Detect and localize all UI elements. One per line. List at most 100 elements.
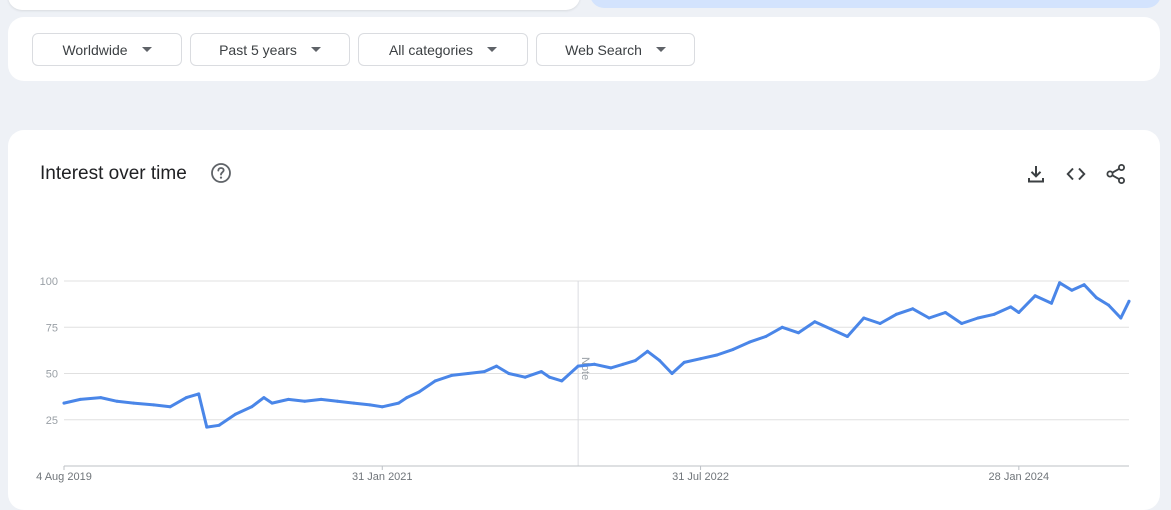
- chevron-down-icon: [310, 47, 321, 52]
- chevron-down-icon: [487, 47, 498, 52]
- x-tick-label: 31 Jan 2021: [352, 471, 413, 483]
- data-point: [233, 412, 237, 416]
- interest-over-time-card: Interest over time Note 25 50 75 100 4 Aug 2…: [8, 130, 1160, 510]
- data-point: [976, 316, 980, 320]
- data-point: [878, 322, 882, 325]
- filter-bar: Worldwide Past 5 years All categories We…: [8, 17, 1160, 81]
- data-point: [682, 360, 686, 364]
- data-point: [927, 316, 931, 320]
- data-point: [1070, 288, 1074, 292]
- data-point: [764, 335, 768, 338]
- data-point: [303, 399, 307, 403]
- data-point: [1058, 281, 1062, 285]
- y-tick-label: 75: [46, 322, 58, 334]
- filter-region-label: Worldwide: [62, 41, 128, 58]
- data-point: [699, 357, 703, 361]
- share-icon[interactable]: [1105, 163, 1127, 185]
- filter-region[interactable]: Worldwide: [32, 33, 182, 66]
- y-tick-label: 50: [46, 369, 58, 381]
- chevron-down-icon: [655, 47, 666, 52]
- data-point: [507, 372, 511, 375]
- data-point: [911, 307, 915, 311]
- data-point: [217, 423, 221, 427]
- data-point: [1033, 294, 1037, 298]
- data-point: [1119, 316, 1123, 320]
- data-point: [397, 401, 401, 405]
- data-point: [495, 364, 498, 368]
- data-point: [1107, 303, 1111, 307]
- data-point: [862, 316, 866, 320]
- data-point: [131, 401, 135, 405]
- download-icon[interactable]: [1025, 163, 1047, 185]
- filter-time-range-label: Past 5 years: [219, 41, 297, 58]
- data-point: [829, 327, 833, 331]
- filter-search-type-label: Web Search: [565, 41, 642, 58]
- data-point: [1009, 305, 1013, 309]
- data-point: [1050, 301, 1053, 305]
- data-point: [433, 379, 437, 383]
- search-bar-edge: [8, 0, 580, 10]
- filter-time-range[interactable]: Past 5 years: [190, 33, 350, 66]
- data-point: [560, 379, 564, 383]
- x-tick-label: 31 Jul 2022: [672, 471, 729, 483]
- chevron-down-icon: [141, 47, 152, 52]
- filter-category-label: All categories: [388, 41, 474, 58]
- data-point: [78, 397, 82, 401]
- help-circle-icon[interactable]: [210, 162, 232, 184]
- data-point: [1127, 299, 1131, 303]
- data-point: [797, 331, 800, 335]
- data-point: [319, 397, 323, 401]
- data-point: [405, 396, 409, 400]
- data-point: [992, 312, 996, 316]
- data-point: [670, 372, 674, 375]
- data-point: [960, 322, 964, 325]
- data-point: [748, 340, 751, 344]
- data-point: [1082, 283, 1086, 287]
- data-point: [894, 312, 898, 316]
- data-point: [548, 375, 552, 379]
- data-point: [523, 375, 527, 379]
- data-point: [466, 372, 470, 375]
- data-point: [576, 364, 580, 368]
- data-point: [286, 397, 290, 401]
- y-tick-label: 25: [46, 415, 58, 427]
- data-point: [450, 373, 454, 377]
- x-tick-label: 28 Jan 2024: [989, 471, 1050, 483]
- data-point: [197, 392, 201, 396]
- data-point: [780, 325, 784, 329]
- data-point: [539, 370, 543, 374]
- data-point: [621, 362, 625, 366]
- filter-search-type[interactable]: Web Search: [536, 33, 695, 66]
- interest-over-time-chart: Note 25 50 75 100 4 Aug 2019 31 Jan 2021 31 Ju…: [36, 276, 1131, 483]
- data-point: [152, 403, 156, 407]
- filter-category[interactable]: All categories: [358, 33, 528, 66]
- compare-bar-edge: [590, 0, 1161, 8]
- data-point: [845, 335, 849, 338]
- data-point: [593, 362, 596, 366]
- data-point: [250, 405, 254, 409]
- data-point: [352, 401, 356, 405]
- embed-code-icon[interactable]: [1065, 163, 1087, 185]
- data-point: [609, 366, 613, 370]
- card-title: Interest over time: [40, 163, 187, 184]
- y-tick-label: 100: [40, 276, 58, 288]
- data-point: [99, 396, 103, 400]
- data-point: [1094, 296, 1098, 300]
- data-point: [168, 405, 172, 409]
- data-point: [62, 401, 66, 405]
- series-line: [62, 281, 1131, 429]
- data-point: [633, 359, 637, 363]
- data-point: [417, 390, 421, 394]
- data-point: [184, 396, 188, 400]
- note-marker-label[interactable]: Note: [579, 357, 591, 380]
- data-point: [943, 311, 947, 314]
- data-point: [262, 396, 266, 400]
- data-point: [646, 349, 649, 353]
- data-point: [813, 320, 817, 324]
- x-tick-label: 4 Aug 2019: [36, 471, 92, 483]
- data-point: [658, 359, 662, 363]
- data-point: [731, 347, 735, 351]
- data-point: [205, 425, 209, 429]
- data-point: [368, 403, 372, 407]
- data-point: [335, 399, 339, 403]
